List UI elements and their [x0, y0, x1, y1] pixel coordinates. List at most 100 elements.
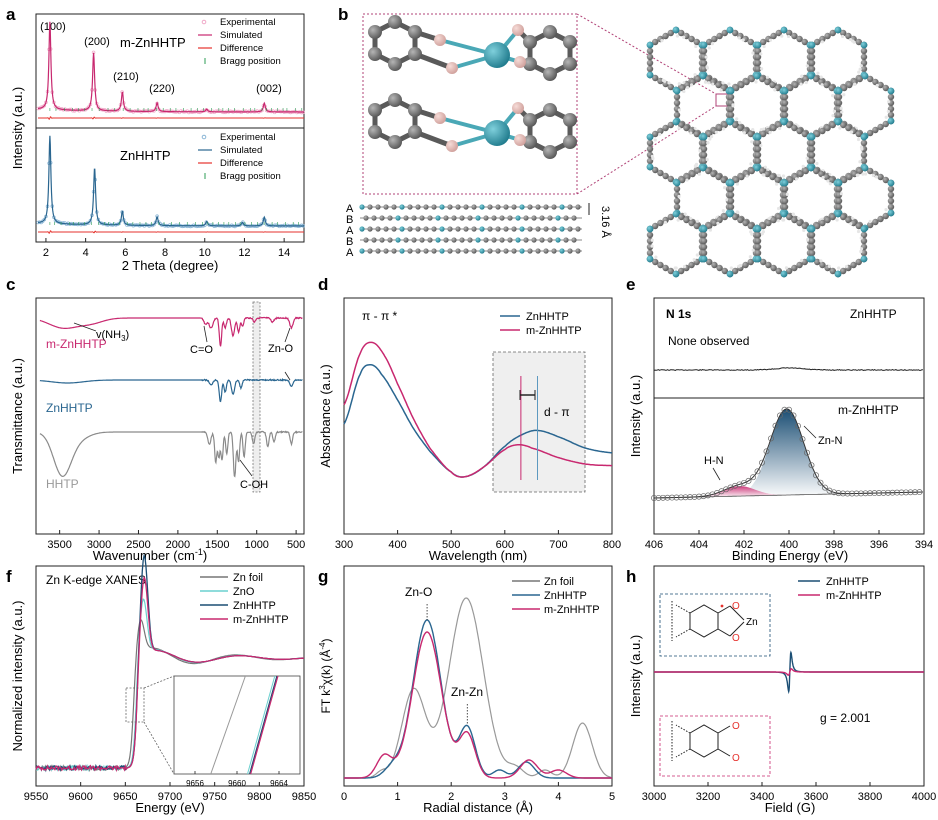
lattice-carbon [683, 124, 690, 132]
d-legend-1: ZnHHTP [526, 311, 569, 323]
lattice-carbon [652, 74, 659, 82]
f-legend-1: Zn foil [233, 572, 263, 584]
lattice-hydrogen [857, 70, 861, 74]
layer-atom [371, 237, 377, 243]
carbon-atom-0-7 [543, 25, 557, 39]
h-legend-1: ZnHHTP [826, 576, 869, 588]
lattice-carbon [787, 84, 794, 92]
lattice-carbon [747, 130, 754, 138]
xtick-label-0: 300 [335, 539, 353, 551]
lattice-zinc [835, 87, 843, 95]
panel-c: 3500 3000 2500 2000 1500 1000 500 Wavenumber (… [10, 297, 305, 563]
lattice-carbon [846, 81, 853, 89]
layer-atom [375, 204, 381, 210]
legend-sim: Simulated [220, 30, 262, 41]
panel-a: 2 4 6 8 10 12 14 2 Theta (degree) Intensity (a… [10, 13, 305, 273]
lattice-zinc [834, 210, 842, 218]
sim-line-m-ZnHHTP [37, 21, 304, 113]
lattice-carbon [700, 59, 708, 67]
lattice-carbon [711, 35, 718, 43]
e-data-point [831, 489, 837, 496]
lattice-hydrogen [840, 110, 844, 114]
layer-atom [559, 248, 565, 254]
lattice-carbon [760, 222, 767, 230]
peak-label-002: (002) [256, 83, 282, 95]
lattice-zinc [672, 118, 680, 126]
e-data-point [916, 489, 923, 496]
lattice-zinc [808, 225, 816, 233]
f-inset-connector-1 [143, 675, 175, 689]
c-annot-coh: C-OH [240, 479, 268, 491]
lattice-carbon [802, 75, 810, 83]
lattice-carbon [845, 32, 852, 40]
lattice-hydrogen [677, 108, 681, 112]
carbon-atom-1-10 [543, 145, 557, 159]
lattice-carbon [731, 121, 739, 129]
lattice-carbon [835, 185, 843, 193]
panel-letter-a: a [6, 5, 16, 24]
lattice-carbon [652, 166, 659, 174]
e-data-point [822, 484, 828, 491]
lattice-hydrogen [762, 44, 766, 49]
lattice-carbon [860, 139, 868, 147]
lattice-hydrogen [887, 100, 891, 104]
lattice-hydrogen [776, 173, 781, 177]
lattice-carbon [657, 219, 664, 227]
lattice-carbon [781, 111, 789, 119]
lattice-hydrogen [759, 143, 763, 148]
lattice-zinc [808, 133, 816, 141]
lattice-carbon [733, 84, 740, 92]
lattice-carbon [667, 213, 675, 221]
lattice-carbon [860, 53, 868, 61]
e-data-point [669, 494, 675, 501]
lattice-carbon [747, 258, 754, 266]
layer-atom [423, 226, 429, 232]
lattice-carbon [769, 173, 776, 181]
g-annot-zno: Zn-O [405, 585, 432, 599]
lattice-zinc [860, 225, 868, 233]
layer-atom [395, 215, 401, 221]
lattice-hydrogen [791, 212, 796, 216]
difference-line-ZnHHTP [38, 230, 304, 234]
layer-atom [427, 215, 433, 221]
panel-h-frame [653, 565, 925, 787]
inset-tick-label-0: 9656 [186, 779, 204, 788]
carbon-atom-0-6 [523, 35, 537, 49]
exp-point [299, 223, 304, 228]
lattice-carbon [737, 124, 744, 132]
lattice-carbon [808, 243, 816, 251]
layer-atom [407, 248, 413, 254]
carbon-atom-0-8 [563, 35, 577, 49]
layer-atom [547, 215, 553, 221]
layer-atom [431, 226, 437, 232]
lattice-carbon [841, 84, 848, 92]
layer-atom [511, 204, 517, 210]
lattice-hydrogen [693, 72, 697, 77]
c-label-hhtp: HHTP [46, 477, 79, 491]
layer-atom [391, 248, 397, 254]
exp-point [215, 109, 220, 113]
lattice-hydrogen [871, 173, 875, 178]
carbon-atom-0-11 [523, 57, 537, 71]
lattice-carbon [829, 213, 837, 221]
xtick-label-6: 394 [915, 539, 933, 551]
lattice-zinc [672, 270, 680, 278]
lattice-carbon [667, 121, 675, 129]
lattice-carbon [770, 216, 777, 224]
lattice-hydrogen [751, 128, 755, 132]
lattice-hydrogen [653, 138, 657, 142]
xtick-label-1: 3200 [696, 791, 720, 803]
arrow-zno [284, 327, 291, 343]
abs-line-m-ZnHHTP [343, 341, 612, 478]
lattice-carbon [706, 222, 713, 230]
lattice-carbon [662, 264, 669, 272]
lattice-hydrogen [831, 114, 835, 118]
layer-atom [443, 237, 449, 243]
f-legend-4: m-ZnHHTP [233, 614, 289, 626]
lattice-hydrogen [826, 179, 830, 183]
lattice-zinc [860, 41, 868, 49]
carbon-atom-0-9 [563, 57, 577, 71]
panel-a-series2-name: ZnHHTP [120, 148, 171, 163]
lattice-hydrogen [677, 126, 681, 130]
xtick-label-2: 3400 [750, 791, 774, 803]
